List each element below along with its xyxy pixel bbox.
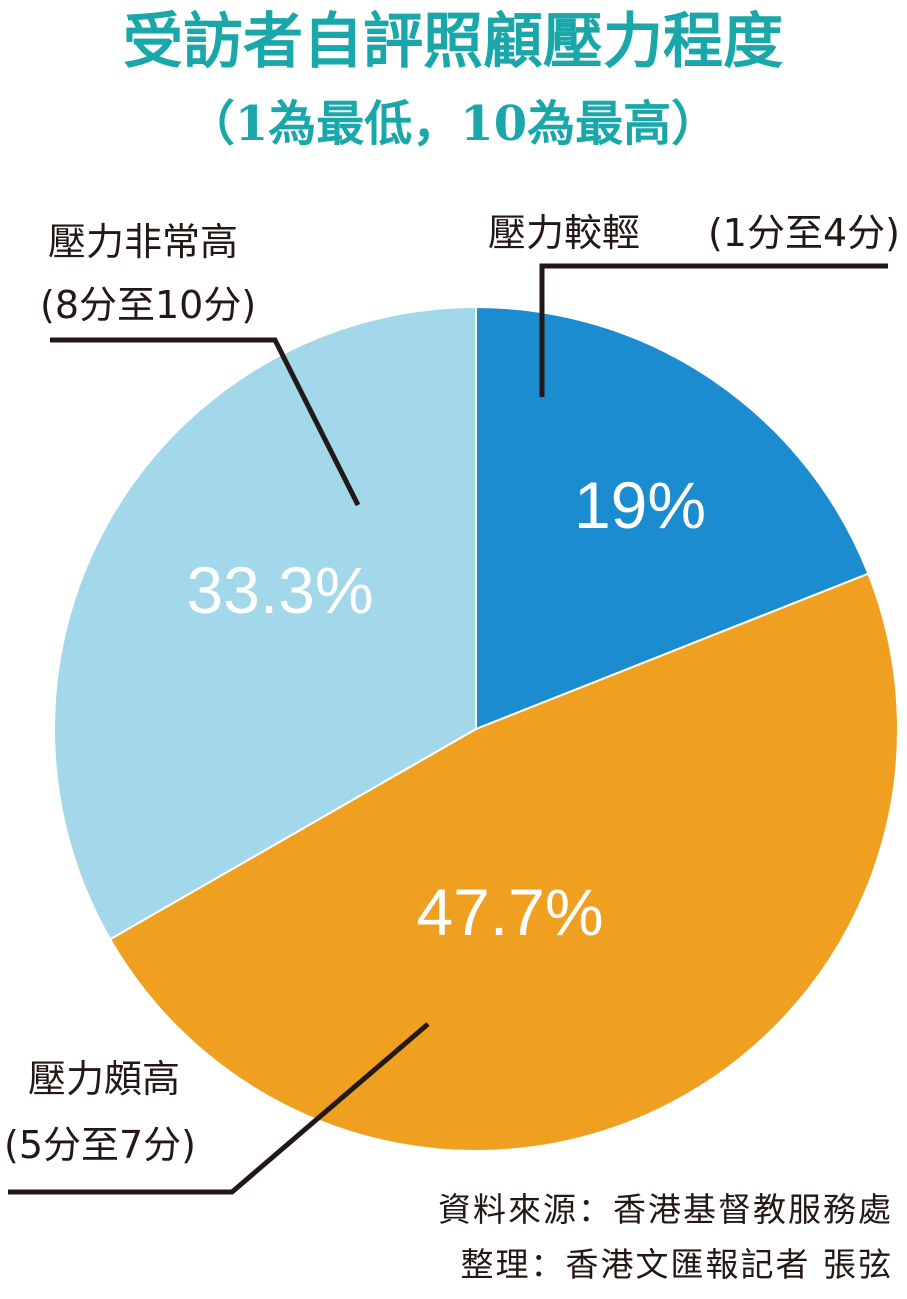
category-label-fairly-high: 壓力頗高 [28,1057,180,1101]
category-label-low: 壓力較輕 [488,211,640,255]
reporter-credit: 整理：香港文匯報記者 張弦 [460,1245,893,1284]
source-credit: 資料來源：香港基督教服務處 [438,1190,893,1229]
chart-subtitle: （1為最低，10為最高） [187,96,719,152]
value-label-low: 19% [574,468,706,542]
chart-title: 受訪者自評照顧壓力程度 [123,7,783,77]
category-range-very-high: (8分至10分) [40,283,256,327]
category-range-fairly-high: (5分至7分) [4,1123,196,1167]
leader-line-fairly-high [8,1022,430,1195]
leader-line-low [539,263,888,397]
value-label-fairly-high: 47.7% [416,875,603,949]
pie-slice-low [475,305,870,731]
category-range-low: (1分至4分) [708,211,900,255]
pie-slice-fairly-high [108,572,899,1153]
pie-slice-very-high [53,305,477,941]
value-label-very-high: 33.3% [186,553,373,627]
leader-line-very-high [50,337,361,507]
category-label-very-high: 壓力非常高 [48,220,238,264]
